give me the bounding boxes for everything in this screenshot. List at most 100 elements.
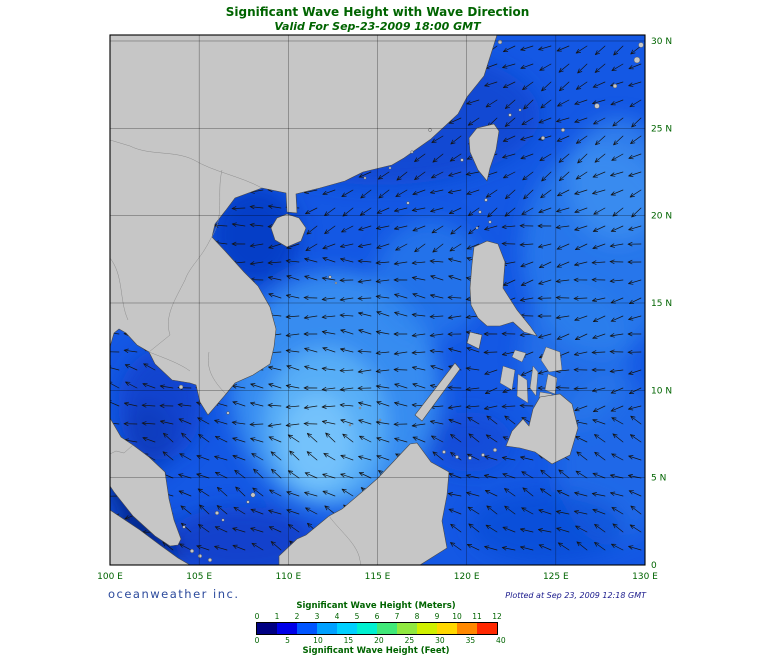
small-island: [497, 39, 503, 45]
small-island: [226, 411, 230, 415]
meters-tick-label: 9: [434, 612, 440, 621]
small-island: [410, 150, 414, 154]
plotted-timestamp: Plotted at Sep 23, 2009 12:18 GMT: [505, 591, 646, 600]
small-island: [328, 275, 332, 279]
island-samar: [540, 346, 563, 373]
small-island: [455, 455, 459, 459]
small-island: [388, 166, 392, 170]
small-island: [484, 198, 488, 202]
axis-labels-layer: 100 E 105 E 110 E 115 E 120 E 125 E 130 E0 5 N 1…: [97, 37, 672, 582]
small-island: [468, 456, 472, 460]
feet-tick-label: 40: [496, 636, 506, 645]
feet-tick-label: 20: [374, 636, 384, 645]
island-panay: [499, 365, 516, 391]
meters-tick-label: 10: [452, 612, 462, 621]
feet-tick-label: 10: [313, 636, 323, 645]
meters-tick-label: 11: [472, 612, 482, 621]
graticule-layer: [109, 35, 646, 566]
island-luzon: [469, 240, 538, 337]
lat-tick-label: 10 N: [651, 386, 672, 396]
lon-tick-label: 100 E: [97, 572, 123, 582]
small-island: [561, 127, 566, 132]
lat-tick-label: 5 N: [651, 474, 666, 484]
small-island: [250, 492, 256, 498]
title-block: Significant Wave Height with Wave Direct…: [110, 5, 645, 33]
small-island: [541, 135, 546, 140]
small-island: [406, 201, 410, 205]
small-island: [207, 558, 212, 563]
feet-tick-label: 15: [343, 636, 354, 645]
colorbar-segment: [457, 623, 477, 634]
colorbar-segment: [317, 623, 337, 634]
landmass-borneo: [278, 442, 450, 565]
feet-tick-label: 25: [404, 636, 415, 645]
small-island: [358, 406, 362, 410]
meters-tick-label: 5: [354, 612, 360, 621]
colorbar-segment: [277, 623, 297, 634]
small-island: [214, 511, 219, 516]
chart-title: Significant Wave Height with Wave Direct…: [225, 5, 530, 19]
meters-tick-label: 6: [374, 612, 380, 621]
small-island: [481, 453, 485, 457]
meters-tick-label: 12: [492, 612, 502, 621]
colorbar-segment: [337, 623, 357, 634]
colorbar-segment: [377, 623, 397, 634]
chart-subtitle: Valid For Sep-23-2009 18:00 GMT: [274, 20, 481, 33]
small-island: [363, 176, 367, 180]
small-island: [493, 448, 498, 453]
lat-tick-label: 20 N: [651, 212, 672, 222]
legend-feet-ticks: 0 5 10 15 20 25 30 35 40: [253, 636, 506, 645]
feet-tick-label: 30: [435, 636, 445, 645]
small-island: [246, 500, 250, 504]
small-island: [633, 56, 641, 64]
small-island: [348, 423, 352, 427]
legend-colorbar: [256, 622, 498, 635]
colorbar-segment: [477, 623, 497, 634]
colorbar-segment: [357, 623, 377, 634]
lon-tick-label: 115 E: [365, 572, 391, 582]
small-island: [518, 108, 522, 112]
island-taiwan: [468, 123, 500, 182]
meters-tick-label: 8: [414, 612, 420, 621]
small-island: [475, 226, 479, 230]
lon-tick-label: 125 E: [543, 572, 569, 582]
meters-tick-label: 7: [394, 612, 400, 621]
lon-tick-label: 130 E: [632, 572, 658, 582]
small-island: [478, 210, 482, 214]
colorbar-segment: [257, 623, 277, 634]
small-island: [178, 384, 184, 390]
meters-tick-label: 2: [294, 612, 300, 621]
lat-tick-label: 15 N: [651, 299, 672, 309]
small-island: [594, 103, 600, 109]
small-island: [428, 128, 432, 132]
legend-meters-ticks: 0 1 2 3 4 5 6 7 8 9 10 11 12: [253, 612, 502, 621]
lat-tick-label: 30 N: [651, 37, 672, 47]
legend-feet-label: Significant Wave Height (Feet): [302, 646, 450, 656]
small-islands: [178, 39, 644, 563]
island-leyte: [544, 373, 558, 395]
small-island: [182, 525, 186, 529]
small-island: [334, 281, 338, 285]
small-island: [638, 42, 644, 48]
feet-tick-label: 0: [254, 636, 260, 645]
small-island: [460, 158, 464, 162]
map-frame: [109, 34, 646, 566]
small-island: [378, 418, 382, 422]
lat-tick-label: 25 N: [651, 124, 672, 134]
meters-tick-label: 3: [314, 612, 320, 621]
land-layer: [110, 35, 644, 565]
lon-tick-label: 105 E: [186, 572, 212, 582]
oceanweather-brand: oceanweather inc.: [108, 587, 240, 601]
small-island: [189, 549, 194, 554]
feet-tick-label: 5: [285, 636, 290, 645]
island-cebu: [529, 365, 539, 397]
colorbar-segment: [417, 623, 437, 634]
small-island: [612, 83, 618, 89]
island-palawan: [414, 362, 461, 422]
lat-tick-label: 0: [651, 561, 657, 571]
landmass-asia-mainland: [110, 35, 498, 416]
legend-meters-label: Significant Wave Height (Meters): [296, 601, 456, 611]
